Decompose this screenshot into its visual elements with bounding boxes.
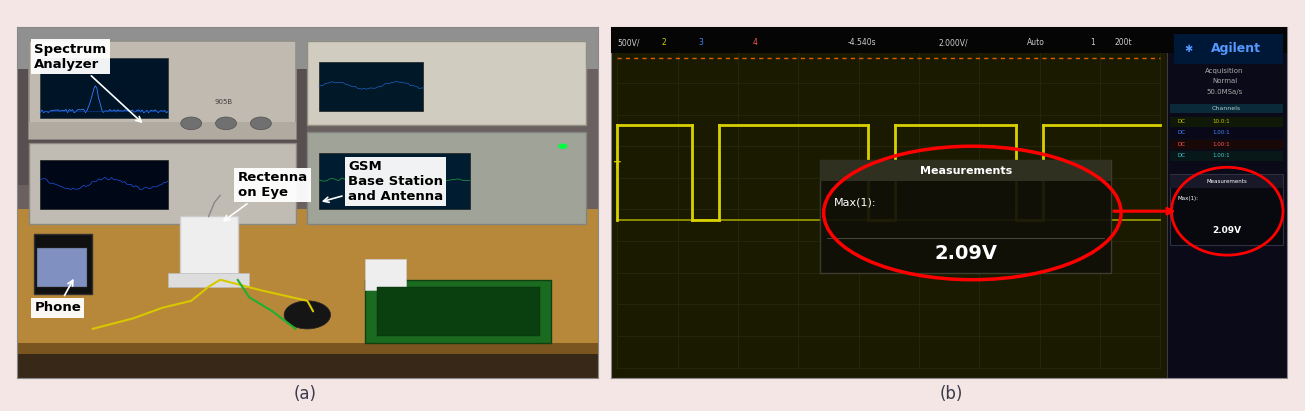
Text: (a): (a) (294, 385, 317, 403)
Text: 2.09V: 2.09V (1212, 226, 1241, 235)
Text: 1.00:1: 1.00:1 (1212, 141, 1231, 147)
Bar (1167, 27, 1287, 378)
Bar (821, 160, 1111, 273)
Bar (29, 41, 296, 139)
Bar (365, 259, 406, 290)
Text: 1.00:1: 1.00:1 (1212, 153, 1231, 158)
Text: 2.000V/: 2.000V/ (938, 38, 968, 47)
Text: Measurements: Measurements (1206, 179, 1248, 184)
Text: 10.0:1: 10.0:1 (1212, 119, 1231, 124)
Bar (29, 143, 296, 224)
Bar (17, 69, 308, 185)
Bar (17, 27, 598, 69)
Text: Measurements: Measurements (920, 166, 1011, 176)
Bar (611, 27, 1167, 53)
Bar (1171, 117, 1283, 127)
Bar (821, 160, 1111, 181)
Text: 50.0MSa/s: 50.0MSa/s (1206, 89, 1242, 95)
Text: ✱: ✱ (1184, 44, 1191, 54)
Text: 2.09V: 2.09V (934, 244, 997, 263)
Text: T: T (615, 161, 621, 171)
Bar (1171, 104, 1283, 113)
Bar (29, 122, 296, 139)
Text: Max(1):: Max(1): (1177, 196, 1198, 201)
Text: Spectrum
Analyzer: Spectrum Analyzer (34, 43, 141, 122)
Text: 1: 1 (1091, 38, 1095, 47)
Text: DC: DC (1177, 153, 1185, 158)
Bar (38, 248, 86, 287)
Circle shape (180, 117, 202, 130)
Bar (180, 217, 238, 280)
Bar (318, 62, 423, 111)
Text: -4.540s: -4.540s (847, 38, 876, 47)
Bar (377, 287, 540, 336)
Bar (17, 69, 598, 231)
Bar (1171, 174, 1283, 245)
Text: 3: 3 (698, 38, 703, 47)
Bar (17, 353, 598, 378)
Bar (1171, 175, 1283, 188)
Text: Normal: Normal (1212, 78, 1237, 84)
Text: GSM
Base Station
and Antenna: GSM Base Station and Antenna (324, 160, 444, 203)
Text: 500V/: 500V/ (617, 38, 639, 47)
Text: Rectenna
on Eye: Rectenna on Eye (224, 171, 308, 221)
Text: (b): (b) (940, 385, 963, 403)
Text: 905B: 905B (214, 99, 232, 105)
Bar (17, 27, 598, 231)
Circle shape (215, 117, 236, 130)
Circle shape (284, 301, 330, 329)
Bar (17, 210, 598, 350)
Text: GSM: GSM (389, 193, 401, 198)
Text: Agilent: Agilent (1211, 42, 1261, 55)
Bar (1167, 27, 1287, 53)
Bar (611, 27, 1167, 378)
Text: DC: DC (1177, 141, 1185, 147)
Bar (1171, 139, 1283, 149)
Bar (1173, 34, 1283, 64)
Text: DC: DC (1177, 119, 1185, 124)
Text: Auto: Auto (1027, 38, 1044, 47)
Text: 200t: 200t (1114, 38, 1131, 47)
Bar (168, 273, 249, 287)
Text: Channels: Channels (1212, 106, 1241, 111)
Text: 4: 4 (753, 38, 758, 47)
Bar (1171, 151, 1283, 161)
Text: Acquisition: Acquisition (1206, 68, 1244, 74)
Text: 2: 2 (662, 38, 666, 47)
Bar (308, 41, 586, 125)
Bar (365, 280, 551, 343)
Text: Max(1):: Max(1): (834, 197, 877, 208)
Bar (40, 160, 168, 210)
Bar (40, 58, 168, 118)
Text: 1.00:1: 1.00:1 (1212, 130, 1231, 135)
Bar (34, 234, 93, 294)
Circle shape (251, 117, 271, 130)
Circle shape (559, 143, 568, 149)
Text: Phone: Phone (34, 280, 81, 314)
Bar (308, 132, 586, 224)
Text: DC: DC (1177, 130, 1185, 135)
Bar (17, 343, 598, 353)
Bar (1171, 128, 1283, 138)
Bar (318, 153, 470, 210)
